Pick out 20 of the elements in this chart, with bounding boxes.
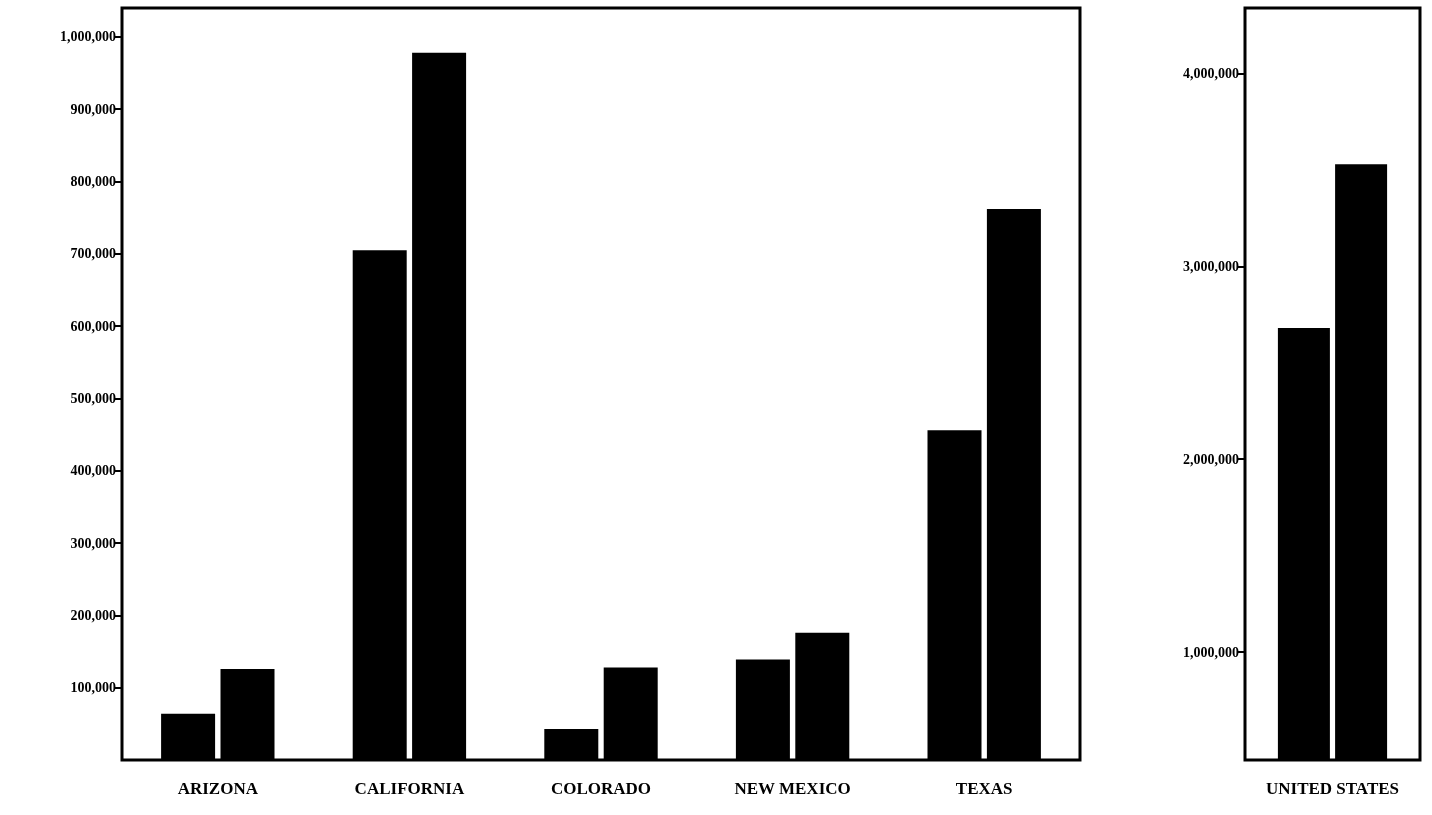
y-tick-label: 400,000: [70, 463, 116, 479]
x-tick-label: NEW MEXICO: [734, 779, 851, 798]
y-tick-label: 600,000: [70, 318, 116, 334]
y-tick-label: 100,000: [70, 680, 116, 696]
x-tick-label: COLORADO: [550, 779, 652, 798]
x-tick-label: ARIZONA: [177, 779, 259, 798]
x-tick-label: CALIFORNIA: [354, 779, 465, 798]
y-tick-label: 300,000: [70, 535, 116, 551]
y-tick-label: 500,000: [70, 390, 116, 406]
y-tick-label: 700,000: [70, 246, 116, 262]
y-tick-label: 900,000: [70, 101, 116, 117]
y-tick-label: 2,000,000: [1183, 451, 1239, 467]
x-tick-label: TEXAS: [955, 779, 1013, 798]
x-tick-label: UNITED STATES: [1265, 779, 1400, 798]
y-tick-label: 1,000,000: [60, 29, 116, 45]
y-tick-label: 4,000,000: [1183, 66, 1239, 82]
y-tick-label: 3,000,000: [1183, 258, 1239, 274]
y-tick-label: 1,000,000: [1183, 644, 1239, 660]
y-tick-label: 800,000: [70, 174, 116, 190]
y-tick-label: 200,000: [70, 607, 116, 623]
